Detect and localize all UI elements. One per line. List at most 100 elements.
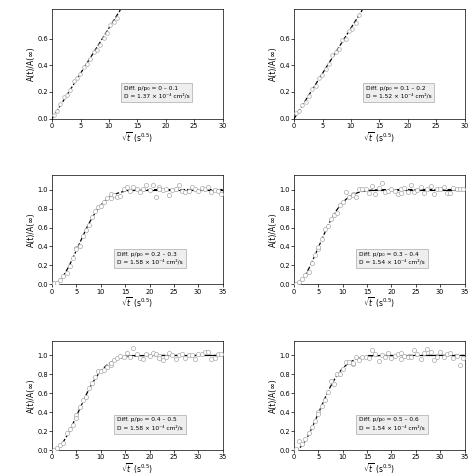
Point (88, 213, 96, 220)
Point (146, 352, 153, 360)
Point (162, 353, 170, 361)
Point (388, 185, 395, 193)
Point (73, 74, 81, 82)
Point (198, 184, 205, 192)
Point (217, 190, 225, 198)
Point (162, 185, 170, 193)
Point (410, 188, 418, 196)
Point (365, 189, 373, 197)
Point (110, 18, 118, 26)
Point (343, 188, 350, 196)
Point (446, 190, 454, 197)
Point (378, 180, 385, 187)
Point (126, 187, 134, 194)
Point (110, 356, 118, 364)
Point (324, 222, 331, 229)
Point (330, 380, 338, 388)
Point (449, 354, 457, 362)
X-axis label: $\sqrt{t}$ (s$^{0.5}$): $\sqrt{t}$ (s$^{0.5}$) (121, 296, 154, 310)
Point (57, 100, 64, 108)
Point (456, 185, 464, 192)
Point (407, 182, 415, 189)
Point (443, 189, 451, 197)
Point (321, 396, 328, 403)
Point (182, 354, 189, 362)
Point (155, 183, 163, 191)
Y-axis label: A(t)/A(∞): A(t)/A(∞) (269, 212, 278, 247)
Point (312, 82, 319, 90)
Point (191, 355, 199, 363)
Point (315, 244, 322, 251)
Point (401, 353, 408, 360)
Point (430, 191, 438, 198)
Point (319, 71, 326, 78)
Point (100, 199, 108, 206)
Point (107, 190, 114, 198)
Point (76, 243, 83, 250)
Point (368, 182, 376, 190)
Point (208, 356, 215, 363)
Point (443, 350, 451, 358)
Point (352, 354, 360, 361)
Point (391, 352, 399, 360)
Point (394, 190, 402, 198)
Point (98, 367, 105, 375)
Point (94, 367, 102, 374)
Point (420, 189, 428, 197)
Point (165, 191, 173, 199)
Point (453, 352, 460, 359)
Point (391, 187, 399, 195)
Point (365, 355, 373, 362)
Point (330, 211, 338, 219)
Point (407, 354, 415, 361)
Point (66, 262, 74, 269)
Point (414, 350, 421, 358)
Point (194, 187, 202, 195)
Point (295, 278, 302, 286)
Point (149, 182, 156, 189)
Point (201, 348, 209, 356)
Point (149, 350, 156, 357)
Y-axis label: A(t)/A(∞): A(t)/A(∞) (27, 212, 36, 247)
Point (410, 346, 418, 354)
Point (305, 429, 312, 437)
Point (401, 184, 408, 192)
Point (315, 245, 322, 253)
Point (208, 188, 215, 195)
Point (100, 34, 108, 41)
Point (152, 193, 160, 201)
Point (98, 202, 105, 210)
Point (107, 22, 114, 29)
Point (337, 371, 344, 378)
Point (83, 60, 91, 68)
Point (91, 374, 99, 381)
Point (309, 85, 316, 93)
Point (372, 350, 379, 358)
Point (53, 445, 61, 452)
Point (56, 276, 64, 284)
Point (87, 55, 94, 62)
X-axis label: $\sqrt{t}$ (s$^{0.5}$): $\sqrt{t}$ (s$^{0.5}$) (363, 130, 395, 145)
Point (375, 184, 383, 192)
Point (397, 189, 405, 196)
Point (110, 191, 118, 199)
Point (94, 203, 102, 210)
Point (185, 187, 192, 195)
Point (362, 353, 369, 360)
Point (311, 252, 319, 259)
Point (325, 60, 333, 68)
Point (120, 185, 128, 193)
Point (53, 279, 61, 286)
Point (388, 354, 395, 362)
Point (349, 191, 356, 199)
Point (100, 366, 108, 374)
Point (381, 189, 389, 196)
Point (73, 411, 80, 419)
Point (318, 235, 325, 243)
Point (342, 35, 349, 43)
Point (214, 187, 222, 194)
Point (315, 74, 323, 82)
Point (211, 354, 219, 362)
X-axis label: $\sqrt{t}$ (s$^{0.5}$): $\sqrt{t}$ (s$^{0.5}$) (363, 296, 395, 310)
Point (427, 182, 434, 190)
